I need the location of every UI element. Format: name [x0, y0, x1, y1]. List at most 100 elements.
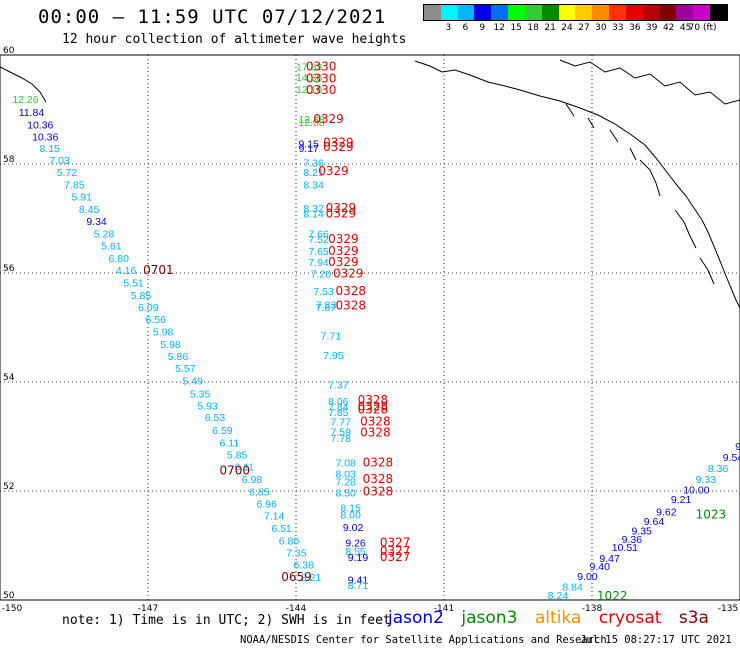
wave-height-label: 8.55 — [345, 546, 366, 558]
color-scale-swatches — [423, 4, 728, 21]
pass-time-label: 1022 — [597, 589, 628, 603]
wave-height-label: 7.87 — [316, 302, 337, 314]
wave-height-label: 5.93 — [197, 400, 218, 412]
coastline-kodiak — [0, 66, 47, 103]
wave-height-label: 10.51 — [612, 542, 638, 554]
scale-swatch — [524, 5, 542, 20]
wave-height-label: 5.72 — [57, 167, 78, 179]
pass-time-label: 0328 — [360, 426, 391, 440]
wave-height-label: 8.32 — [303, 203, 324, 215]
wave-height-label: 7.71 — [321, 330, 342, 342]
wave-height-label: 6.85 — [249, 486, 270, 498]
wave-height-label: 7.35 — [286, 547, 307, 559]
wave-height-label: 7.83 — [316, 299, 337, 311]
pass-time-label: 0328 — [335, 284, 366, 298]
coastline-alaska — [414, 60, 740, 309]
pass-time-label: 0327 — [380, 544, 411, 558]
wave-height-label: 7.95 — [323, 350, 344, 362]
lat-tick-label: 52 — [3, 482, 14, 492]
wave-height-label: 7.53 — [313, 286, 334, 298]
scale-label: 21 — [544, 23, 556, 33]
wave-height-label: 6.11 — [234, 461, 254, 473]
wave-height-label: 9.54 — [723, 452, 740, 464]
pass-time-label: 0327 — [380, 536, 411, 550]
scale-label: 30 — [595, 23, 607, 33]
wave-height-label: 6.38 — [294, 559, 315, 571]
wave-height-label: 6.09 — [138, 302, 159, 314]
scale-label: 42 — [662, 23, 675, 33]
wave-height-label: 6.51 — [271, 523, 292, 535]
wave-height-label: 7.20 — [311, 268, 332, 280]
wave-height-label: 8.71 — [348, 580, 369, 592]
pass-time-label: 0328 — [363, 484, 394, 498]
map-subtitle: 12 hour collection of altimeter wave hei… — [62, 32, 407, 47]
scale-swatch — [710, 5, 727, 20]
wave-height-label: 9.62 — [656, 507, 677, 519]
wave-height-label: 8.21 — [301, 572, 322, 584]
wave-height-label: 8.15 — [340, 503, 361, 515]
scale-swatch — [424, 5, 441, 20]
scale-label: 3 — [445, 23, 452, 33]
wave-height-label: 12.48 — [298, 114, 324, 126]
pass-time-label: 0329 — [323, 140, 354, 154]
pass-time-label: 0329 — [326, 201, 357, 215]
wave-height-label: 7.77 — [331, 417, 352, 429]
lon-tick-label: -150 — [2, 604, 23, 614]
legend-jason3: jason3 — [461, 608, 518, 628]
footer-generated-time: Jul 15 08:27:17 UTC 2021 — [580, 634, 732, 646]
wave-height-label: 5.57 — [175, 363, 196, 375]
pass-time-label: 0329 — [313, 112, 344, 126]
lon-tick-label: -144 — [286, 604, 307, 614]
pass-time-label: 0328 — [335, 299, 366, 313]
lon-tick-label: -138 — [582, 604, 603, 614]
scale-swatch — [491, 5, 509, 20]
scale-label: 45 — [679, 23, 692, 33]
wave-height-label: 10.36 — [32, 132, 58, 144]
footer-note: note: 1) Time is in UTC; 2) SWH is in fe… — [62, 613, 391, 628]
wave-height-label: 4.16 — [116, 265, 137, 277]
wave-height-label: 7.36 — [303, 158, 324, 170]
wave-height-label: 9.35 — [631, 526, 652, 538]
wave-height-label: 14.38 — [296, 72, 322, 84]
wave-height-label: 6.11 — [220, 437, 240, 449]
wave-height-label: 8.06 — [328, 396, 349, 408]
legend-jason2: jason2 — [388, 608, 444, 628]
lat-tick-label: 60 — [3, 46, 15, 56]
wave-height-label: 7.14 — [264, 510, 285, 522]
wave-height-label: 7.37 — [328, 380, 349, 392]
pass-time-label: 0329 — [318, 164, 349, 178]
scale-swatch — [440, 5, 458, 20]
lat-lon-grid — [0, 55, 740, 600]
wave-height-label: 9.19 — [348, 552, 369, 564]
wave-height-label: 17.33 — [296, 61, 322, 73]
scale-label: 12 — [493, 23, 505, 33]
wave-height-label: 9.21 — [671, 494, 692, 506]
pass-time-label: 0330 — [306, 83, 337, 97]
wave-height-label: 7.85 — [328, 407, 349, 419]
wave-height-label: 7.78 — [331, 433, 352, 445]
wave-height-label: 5.35 — [190, 388, 211, 400]
wave-height-label: 9.47 — [599, 553, 620, 565]
lat-tick-label: 54 — [3, 373, 15, 383]
wave-height-label: 7.66 — [308, 229, 329, 241]
wave-height-label: 9.02 — [343, 522, 364, 534]
wave-height-label: 8.34 — [303, 180, 324, 192]
wave-height-label: 9.17 — [298, 143, 319, 155]
wave-height-label: 9.40 — [590, 561, 611, 573]
wave-height-label: 7.03 — [49, 155, 70, 167]
wave-height-label: 5.85 — [131, 290, 152, 302]
scale-label: 33 — [612, 23, 624, 33]
scale-swatch — [592, 5, 610, 20]
scale-swatch — [642, 5, 660, 20]
lat-tick-label: 56 — [3, 264, 15, 274]
legend-altika: altika — [534, 608, 582, 628]
pass-time-label: 0328 — [363, 472, 394, 486]
wave-height-label: 5.49 — [183, 376, 204, 388]
pass-time-label: 0659 — [281, 570, 312, 584]
wave-height-label: 5.98 — [153, 327, 174, 339]
pass-time-label: 0328 — [363, 455, 394, 469]
wave-height-label: 9.33 — [696, 474, 717, 486]
pass-time-label: 0327 — [380, 550, 411, 564]
wave-height-label: 8.24 — [548, 590, 569, 602]
